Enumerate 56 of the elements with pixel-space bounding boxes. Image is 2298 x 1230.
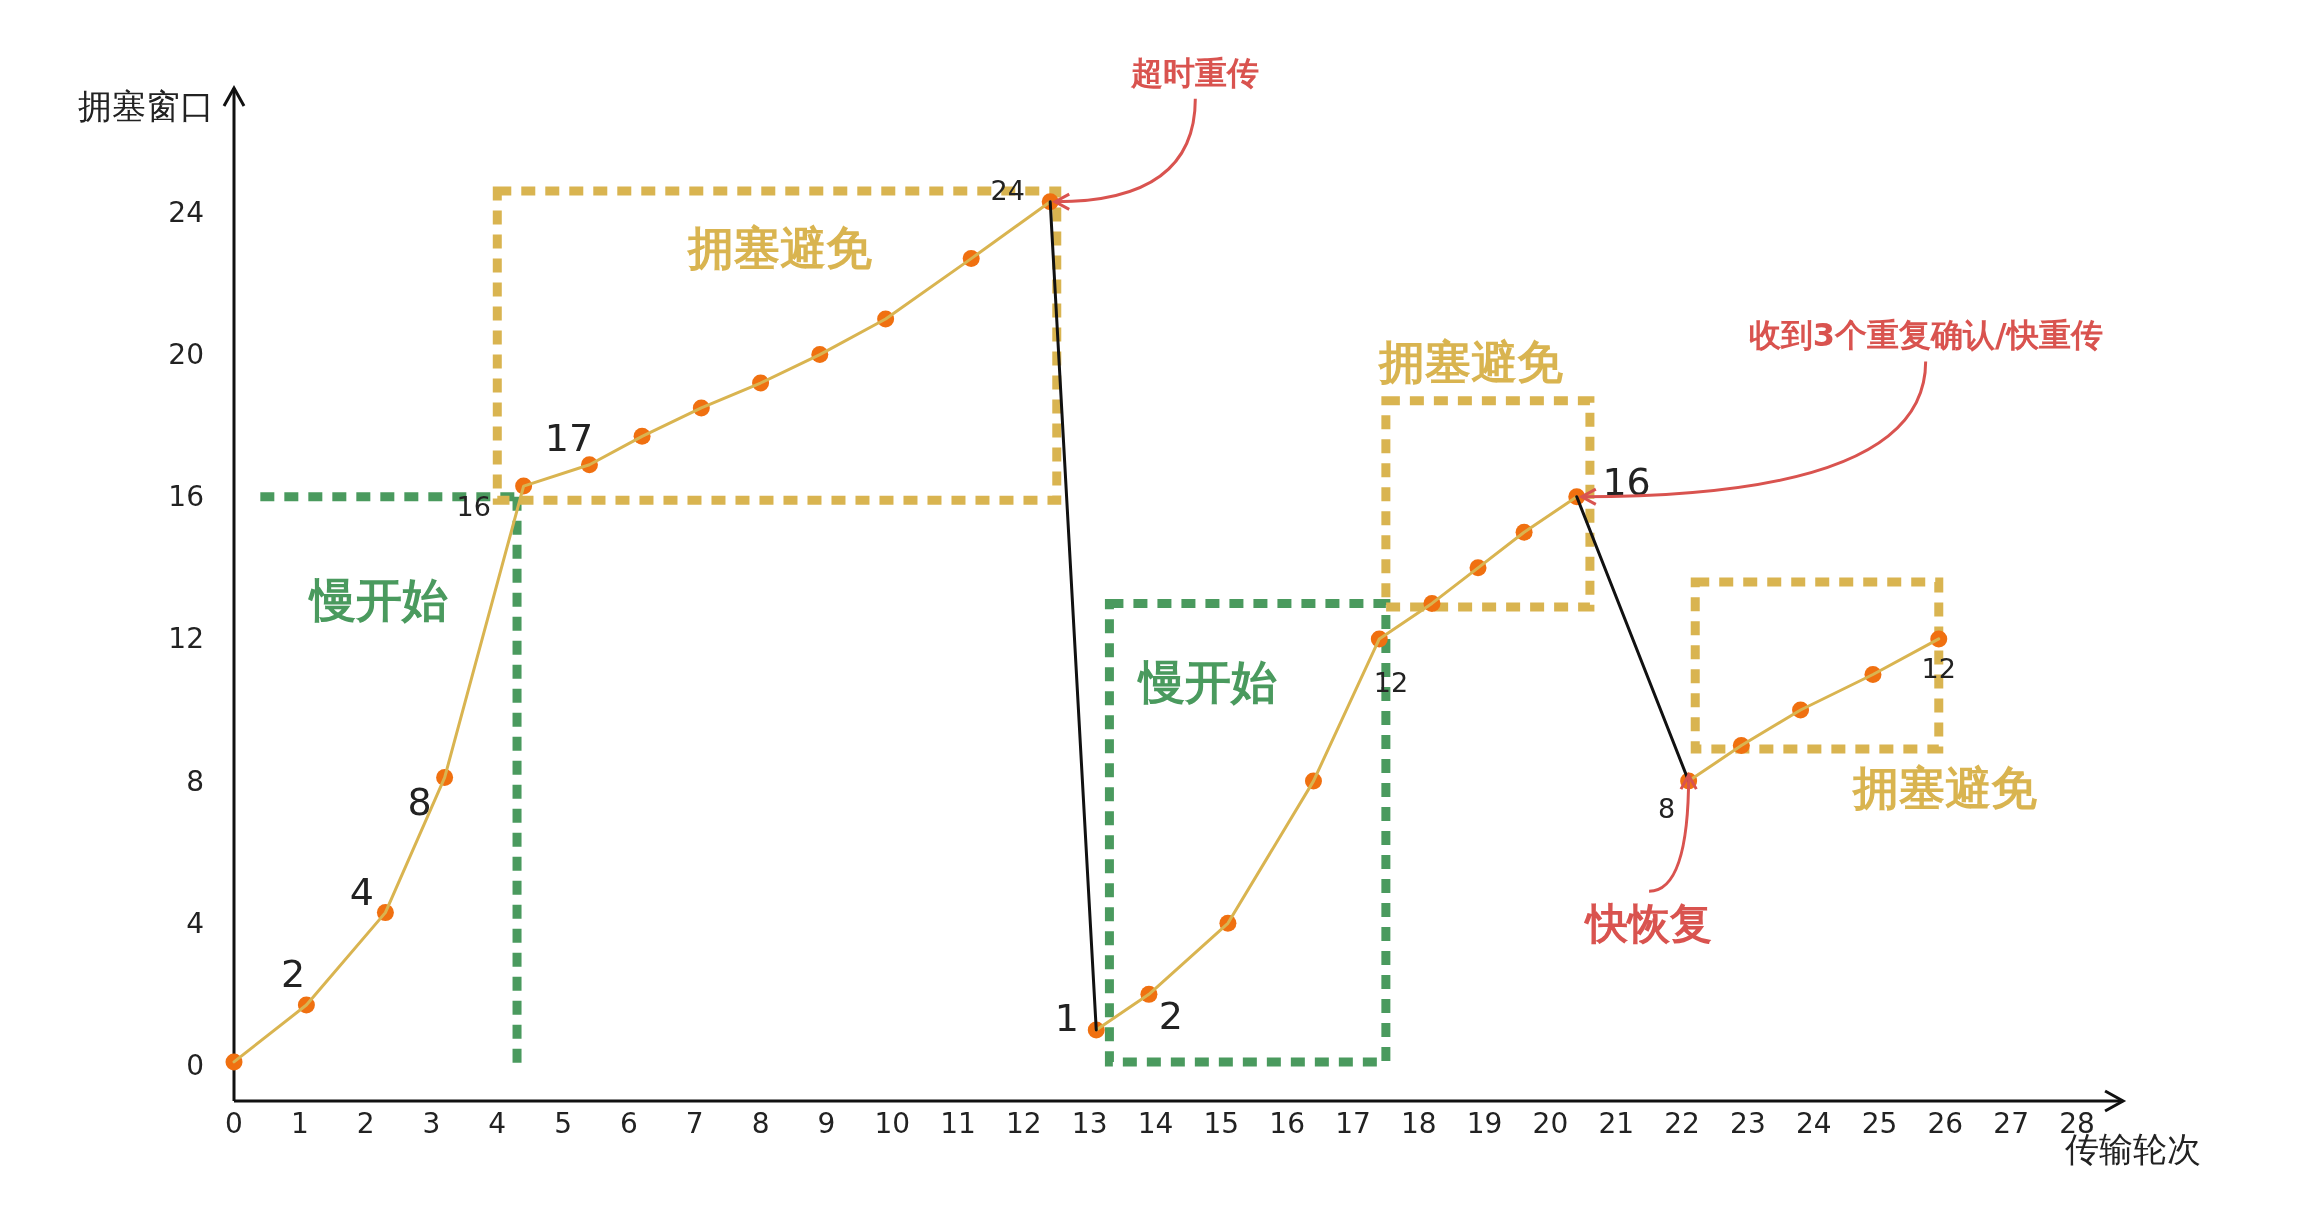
x-tick-label: 17 — [1335, 1107, 1371, 1140]
x-tick-label: 9 — [817, 1107, 836, 1140]
y-tick-label: 8 — [186, 764, 204, 798]
data-label: 12 — [1921, 652, 1956, 684]
x-tick-label: 0 — [225, 1107, 243, 1140]
x-tick-label: 7 — [685, 1107, 704, 1140]
data-label: 16 — [456, 491, 491, 523]
x-tick-label: 3 — [422, 1107, 441, 1140]
x-tick-label: 22 — [1664, 1107, 1700, 1140]
x-tick-label: 12 — [1006, 1107, 1042, 1140]
y-tick-label: 4 — [186, 906, 204, 940]
y-tick-label: 0 — [186, 1048, 204, 1082]
y-axis-title: 拥塞窗口 — [78, 86, 214, 126]
x-tick-label: 15 — [1203, 1107, 1240, 1140]
x-tick-label: 25 — [1861, 1107, 1898, 1140]
data-label: 1 — [1054, 996, 1080, 1041]
data-label: 8 — [407, 780, 432, 825]
x-tick-label: 4 — [488, 1107, 507, 1140]
y-tick-label: 24 — [168, 195, 204, 229]
x-tick-label: 5 — [554, 1107, 573, 1140]
x-tick-label: 23 — [1730, 1107, 1766, 1140]
x-tick-label: 13 — [1071, 1107, 1108, 1140]
data-label: 4 — [349, 870, 375, 915]
x-tick-label: 11 — [940, 1107, 976, 1140]
x-tick-label: 14 — [1137, 1107, 1174, 1140]
annotation: 慢开始 — [1137, 654, 1278, 709]
y-tick-label: 20 — [168, 338, 204, 372]
x-tick-label: 20 — [1532, 1107, 1569, 1140]
annotation: 拥塞避免 — [1851, 761, 2038, 816]
x-tick-label: 2 — [356, 1107, 375, 1140]
x-tick-label: 19 — [1466, 1107, 1503, 1140]
x-tick-label: 1 — [290, 1107, 309, 1140]
x-tick-label: 6 — [620, 1107, 638, 1140]
data-label: 2 — [281, 952, 306, 997]
annotation: 拥塞避免 — [686, 220, 873, 275]
annotation: 超时重传 — [1130, 53, 1260, 92]
data-label: 12 — [1373, 667, 1409, 699]
data-label: 24 — [990, 174, 1025, 206]
x-tick-label: 24 — [1795, 1107, 1832, 1140]
data-label: 17 — [544, 416, 594, 461]
annotation: 拥塞避免 — [1377, 334, 1564, 389]
x-tick-label: 10 — [874, 1107, 911, 1140]
data-label: 16 — [1602, 460, 1651, 505]
data-label: 8 — [1658, 793, 1676, 825]
annotation: 快恢复 — [1583, 898, 1713, 948]
x-tick-label: 18 — [1400, 1107, 1437, 1140]
x-tick-label: 26 — [1927, 1107, 1964, 1140]
annotation: 慢开始 — [307, 572, 448, 627]
x-tick-label: 16 — [1269, 1107, 1305, 1140]
x-tick-label: 8 — [751, 1107, 770, 1140]
y-tick-label: 12 — [168, 622, 204, 656]
annotation: 收到3个重复确认/快重传 — [1748, 316, 2103, 355]
x-tick-label: 27 — [1993, 1107, 2029, 1140]
y-tick-label: 16 — [168, 480, 204, 514]
data-label: 2 — [1158, 994, 1183, 1039]
x-tick-label: 21 — [1598, 1107, 1635, 1140]
